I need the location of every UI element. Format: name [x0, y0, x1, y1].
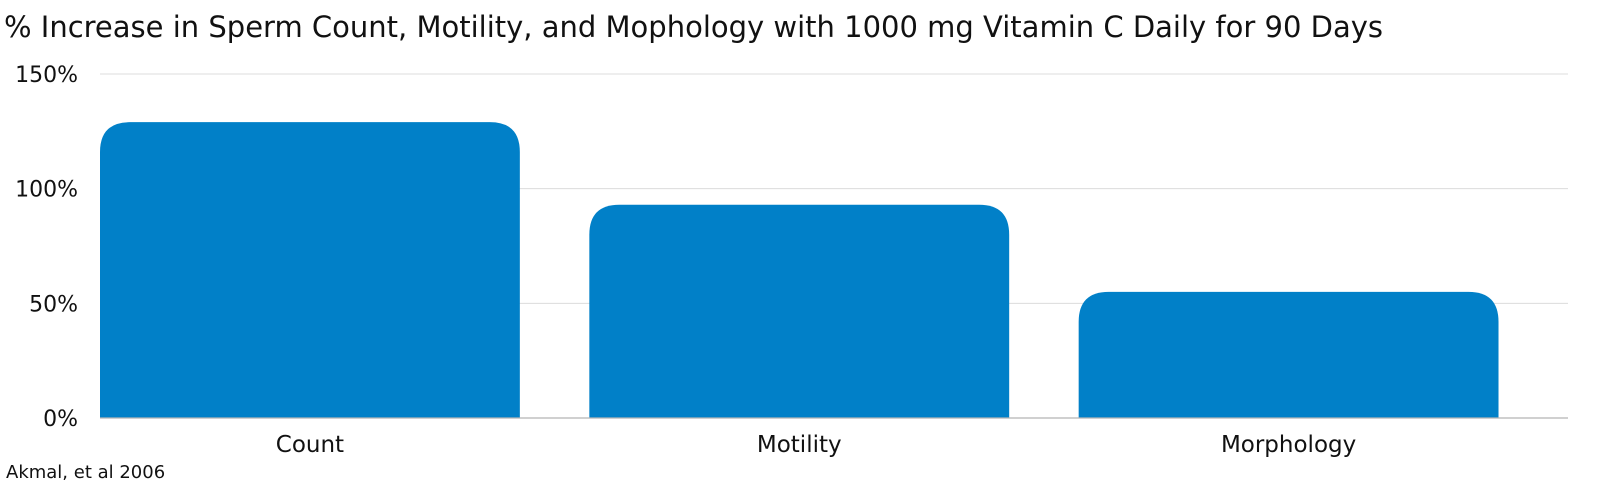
bar-morphology [1078, 291, 1499, 418]
bar-motility [589, 204, 1010, 418]
source-note: Akmal, et al 2006 [6, 462, 165, 483]
chart-title: % Increase in Sperm Count, Motility, and… [4, 10, 1383, 44]
y-tick-label: 100% [15, 178, 78, 203]
x-tick-label-count: Count [276, 432, 344, 458]
y-tick-label: 150% [15, 63, 78, 88]
y-tick-label: 50% [29, 292, 78, 317]
x-tick-label-morphology: Morphology [1221, 432, 1356, 458]
y-tick-label: 0% [43, 407, 78, 432]
bars [100, 122, 1499, 418]
y-axis-ticks: 0% 50% 100% 150% [15, 63, 78, 432]
x-tick-label-motility: Motility [757, 432, 842, 458]
x-axis-ticks: Count Motility Morphology [276, 432, 1356, 458]
bar-count [100, 122, 520, 418]
